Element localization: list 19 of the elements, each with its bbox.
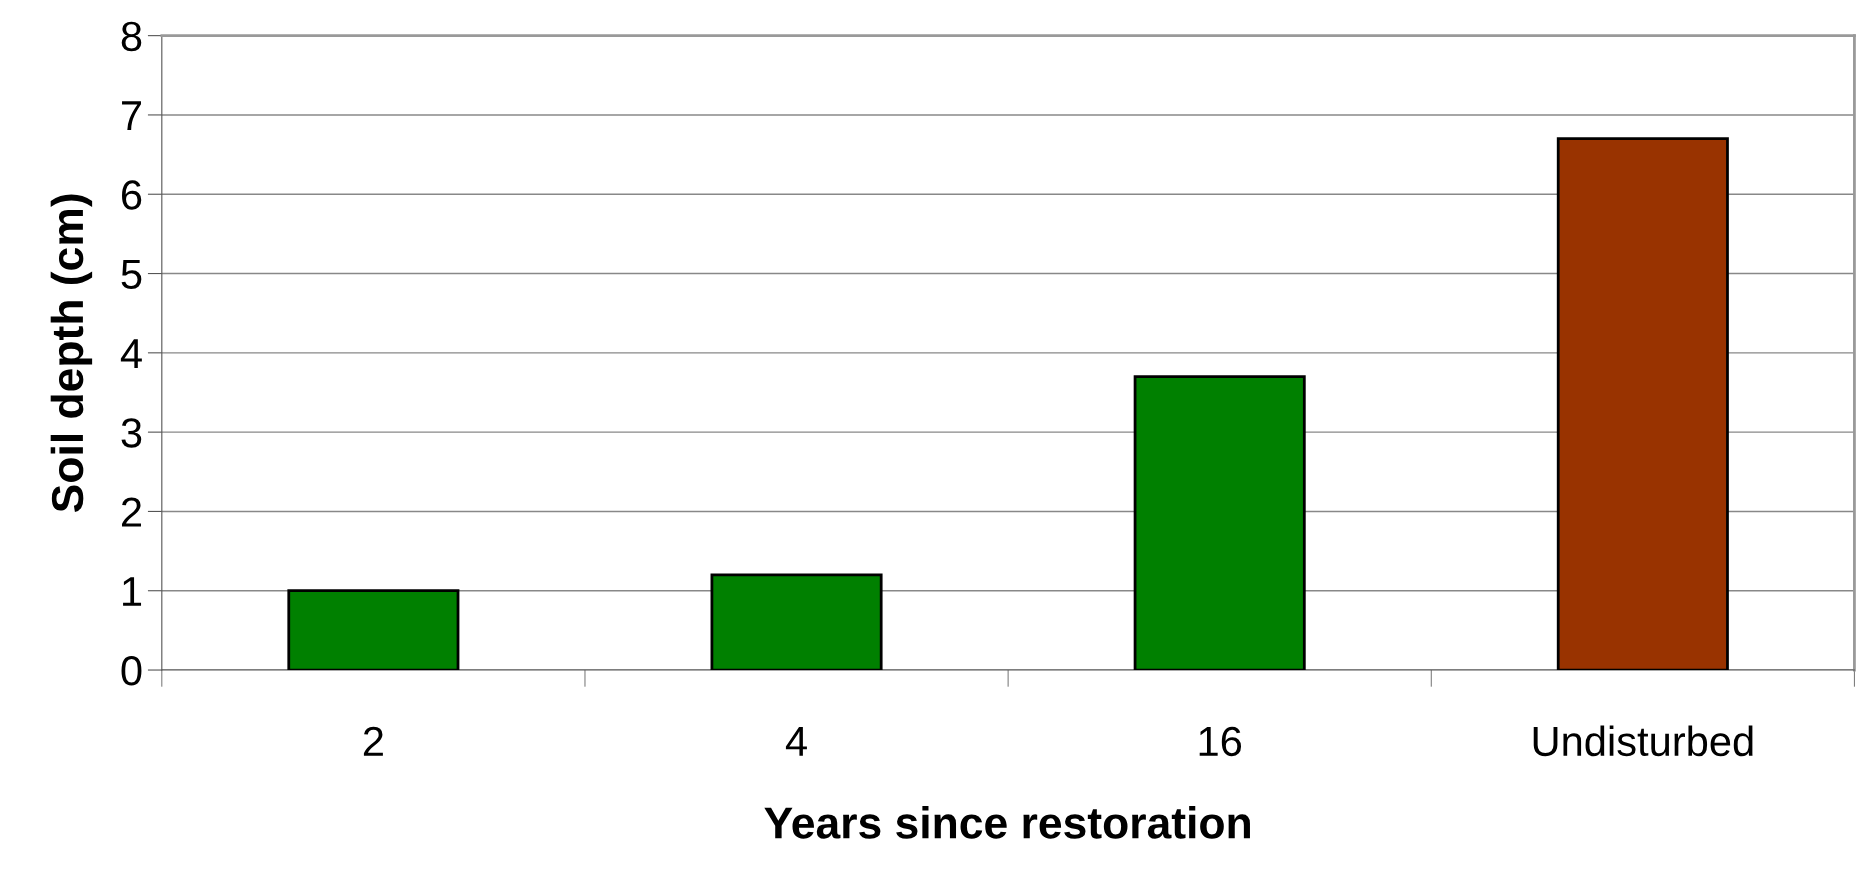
bar — [287, 589, 460, 671]
y-tick-label: 8 — [121, 21, 142, 52]
y-tick-label: 6 — [122, 180, 142, 210]
x-tick-label: 16 — [1199, 726, 1242, 757]
y-tick-label: 3 — [121, 418, 142, 448]
x-tick-label: Undisturbed — [1533, 725, 1753, 757]
x-tick-label: 2 — [363, 726, 383, 756]
y-axis-title: Soil depth (cm) — [50, 194, 93, 513]
y-tick-label: 1 — [123, 577, 142, 606]
y-tick-label: 7 — [122, 101, 141, 131]
bar — [1133, 375, 1306, 671]
x-tick-label: 4 — [785, 727, 807, 756]
y-tick-label: 4 — [120, 339, 142, 368]
bar — [710, 573, 883, 671]
y-tick-label: 0 — [121, 656, 142, 686]
x-axis-title: Years since restoration — [764, 806, 1250, 839]
y-tick-label: 5 — [121, 259, 142, 290]
y-tick-label: 2 — [122, 497, 141, 527]
bar — [1556, 137, 1729, 671]
